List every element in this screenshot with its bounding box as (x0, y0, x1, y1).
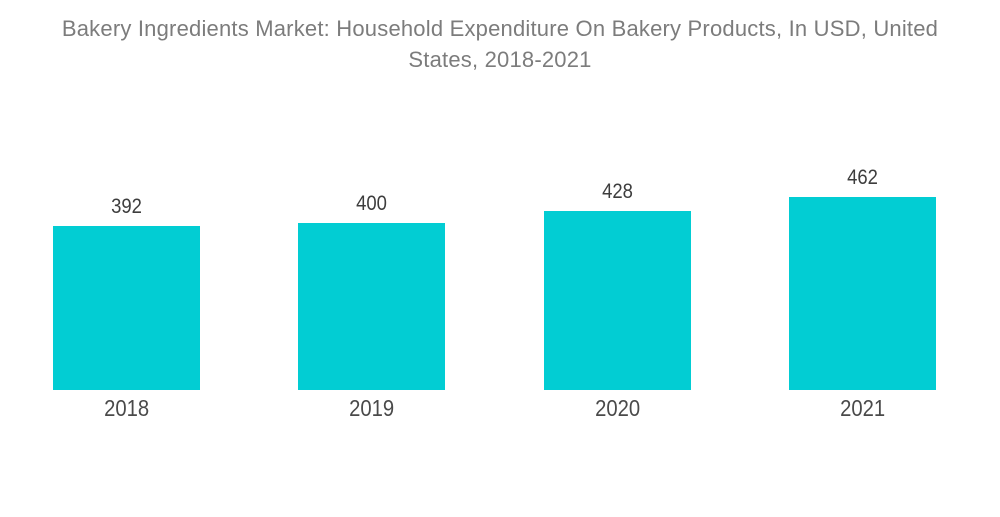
x-axis-category-label: 2018 (103, 395, 150, 421)
bar-value-label: 462 (847, 166, 878, 189)
bar (543, 211, 691, 390)
x-axis-category-label: 2019 (349, 395, 395, 421)
bar-chart-plot-area: 392 2018 400 2019 428 2020 462 2021 (53, 13, 936, 421)
bar-group-2021: 462 2021 (788, 13, 936, 421)
x-axis-category-label: 2021 (839, 395, 885, 421)
chart-title: Bakery Ingredients Market: Household Exp… (61, 16, 939, 72)
bar-group-2019: 400 2019 (298, 13, 446, 421)
bar-value-label: 392 (111, 195, 142, 218)
bar-group-2020: 428 2020 (543, 13, 691, 421)
bar-value-label: 400 (356, 192, 388, 215)
bar-value-label: 428 (601, 180, 633, 203)
chart-page: Bakery Ingredients Market: Household Exp… (0, 13, 1000, 421)
bar (298, 223, 446, 390)
bar (53, 226, 200, 390)
x-axis-category-label: 2020 (594, 395, 640, 421)
bar (788, 197, 936, 390)
bar-group-2018: 392 2018 (53, 13, 200, 421)
